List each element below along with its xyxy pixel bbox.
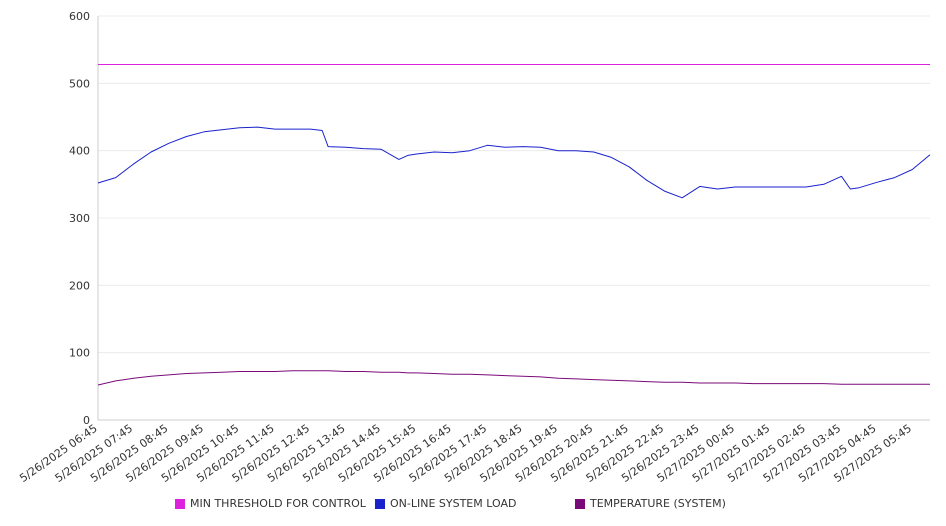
legend-label-min-threshold: MIN THRESHOLD FOR CONTROL	[190, 497, 366, 510]
legend: MIN THRESHOLD FOR CONTROL ON-LINE SYSTEM…	[0, 497, 946, 515]
series-line-temperature-system	[97, 370, 930, 386]
y-tick-labels: 0 100 200 300 400 500 600	[69, 10, 90, 427]
y-tick-label: 300	[69, 212, 90, 225]
y-tick-label: 400	[69, 145, 90, 158]
legend-item-temperature[interactable]: TEMPERATURE (SYSTEM)	[575, 497, 726, 510]
y-tick-label: 500	[69, 77, 90, 90]
legend-swatch-min-threshold	[175, 498, 185, 509]
legend-label-online-system-load: ON-LINE SYSTEM LOAD	[390, 497, 517, 510]
legend-swatch-temperature	[575, 498, 585, 509]
axes	[97, 16, 930, 421]
gridlines	[98, 15, 930, 354]
y-tick-label: 0	[83, 414, 90, 427]
legend-swatch-online-system-load	[375, 498, 385, 509]
y-tick-label: 100	[69, 347, 90, 360]
legend-label-temperature: TEMPERATURE (SYSTEM)	[590, 497, 726, 510]
series-line-on-line-system-load	[97, 126, 931, 199]
series-lines	[97, 64, 931, 386]
legend-item-min-threshold[interactable]: MIN THRESHOLD FOR CONTROL	[175, 497, 366, 510]
legend-item-online-system-load[interactable]: ON-LINE SYSTEM LOAD	[375, 497, 516, 510]
y-tick-label: 600	[69, 10, 90, 23]
x-tick-labels: 5/26/2025 06:455/26/2025 07:455/26/2025 …	[17, 422, 914, 485]
y-tick-label: 200	[69, 279, 90, 292]
